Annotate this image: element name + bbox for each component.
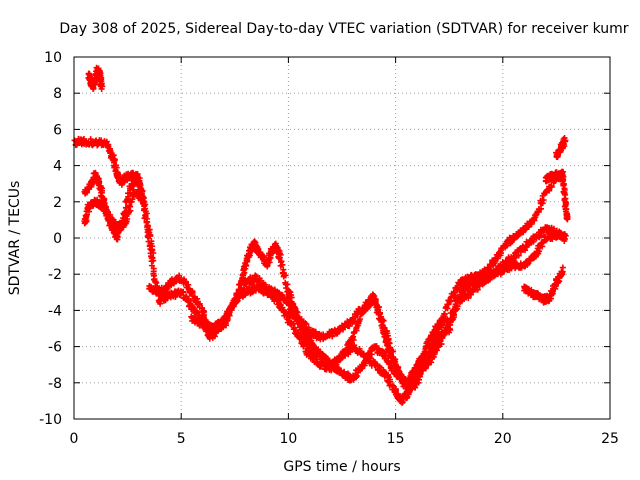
data-point (253, 273, 260, 280)
y-axis-label: SDTVAR / TECUs (7, 181, 23, 296)
data-point (124, 215, 131, 222)
data-points (71, 64, 571, 406)
data-point (139, 187, 146, 194)
series-trace (85, 64, 106, 92)
data-point (143, 210, 150, 217)
y-tick-label: -2 (48, 267, 62, 283)
data-point (152, 279, 159, 286)
data-point (153, 285, 160, 292)
x-tick-label: 20 (494, 431, 512, 447)
data-point (428, 359, 435, 366)
y-tick-label: 4 (53, 159, 62, 175)
data-point (149, 254, 156, 261)
series-trace (521, 264, 566, 306)
x-axis-label: GPS time / hours (283, 459, 400, 475)
y-tick-label: 10 (44, 50, 62, 66)
y-tick-label: 0 (53, 231, 62, 247)
y-tick-label: 2 (53, 195, 62, 211)
data-point (87, 136, 94, 143)
data-point (344, 370, 351, 377)
y-tick-label: -4 (48, 303, 62, 319)
data-point (83, 211, 90, 218)
y-tick-label: 6 (53, 122, 62, 138)
data-point (111, 156, 118, 163)
chart-title: Day 308 of 2025, Sidereal Day-to-day VTE… (59, 21, 628, 37)
x-tick-label: 10 (279, 431, 297, 447)
series-trace (542, 169, 571, 223)
data-point (129, 196, 136, 203)
data-point (140, 198, 147, 205)
data-point (150, 249, 157, 256)
data-point (136, 175, 143, 182)
data-point (176, 272, 183, 279)
series-trace (553, 134, 569, 161)
y-tick-label: -6 (48, 340, 62, 356)
data-point (97, 83, 104, 90)
data-point (149, 246, 156, 253)
data-point (107, 148, 114, 155)
y-tick-label: -10 (39, 412, 62, 428)
series-trace (155, 168, 567, 398)
x-tick-label: 15 (387, 431, 405, 447)
grid-lines (74, 57, 610, 419)
series-trace (81, 186, 147, 232)
data-point (142, 201, 149, 208)
x-tick-label: 0 (70, 431, 79, 447)
x-tick-label: 25 (601, 431, 619, 447)
data-point (438, 341, 445, 348)
y-tick-label: 8 (53, 86, 62, 102)
x-tick-label: 5 (177, 431, 186, 447)
data-point (354, 373, 361, 380)
data-point (147, 232, 154, 239)
data-point (95, 178, 102, 185)
y-tick-label: -8 (48, 376, 62, 392)
